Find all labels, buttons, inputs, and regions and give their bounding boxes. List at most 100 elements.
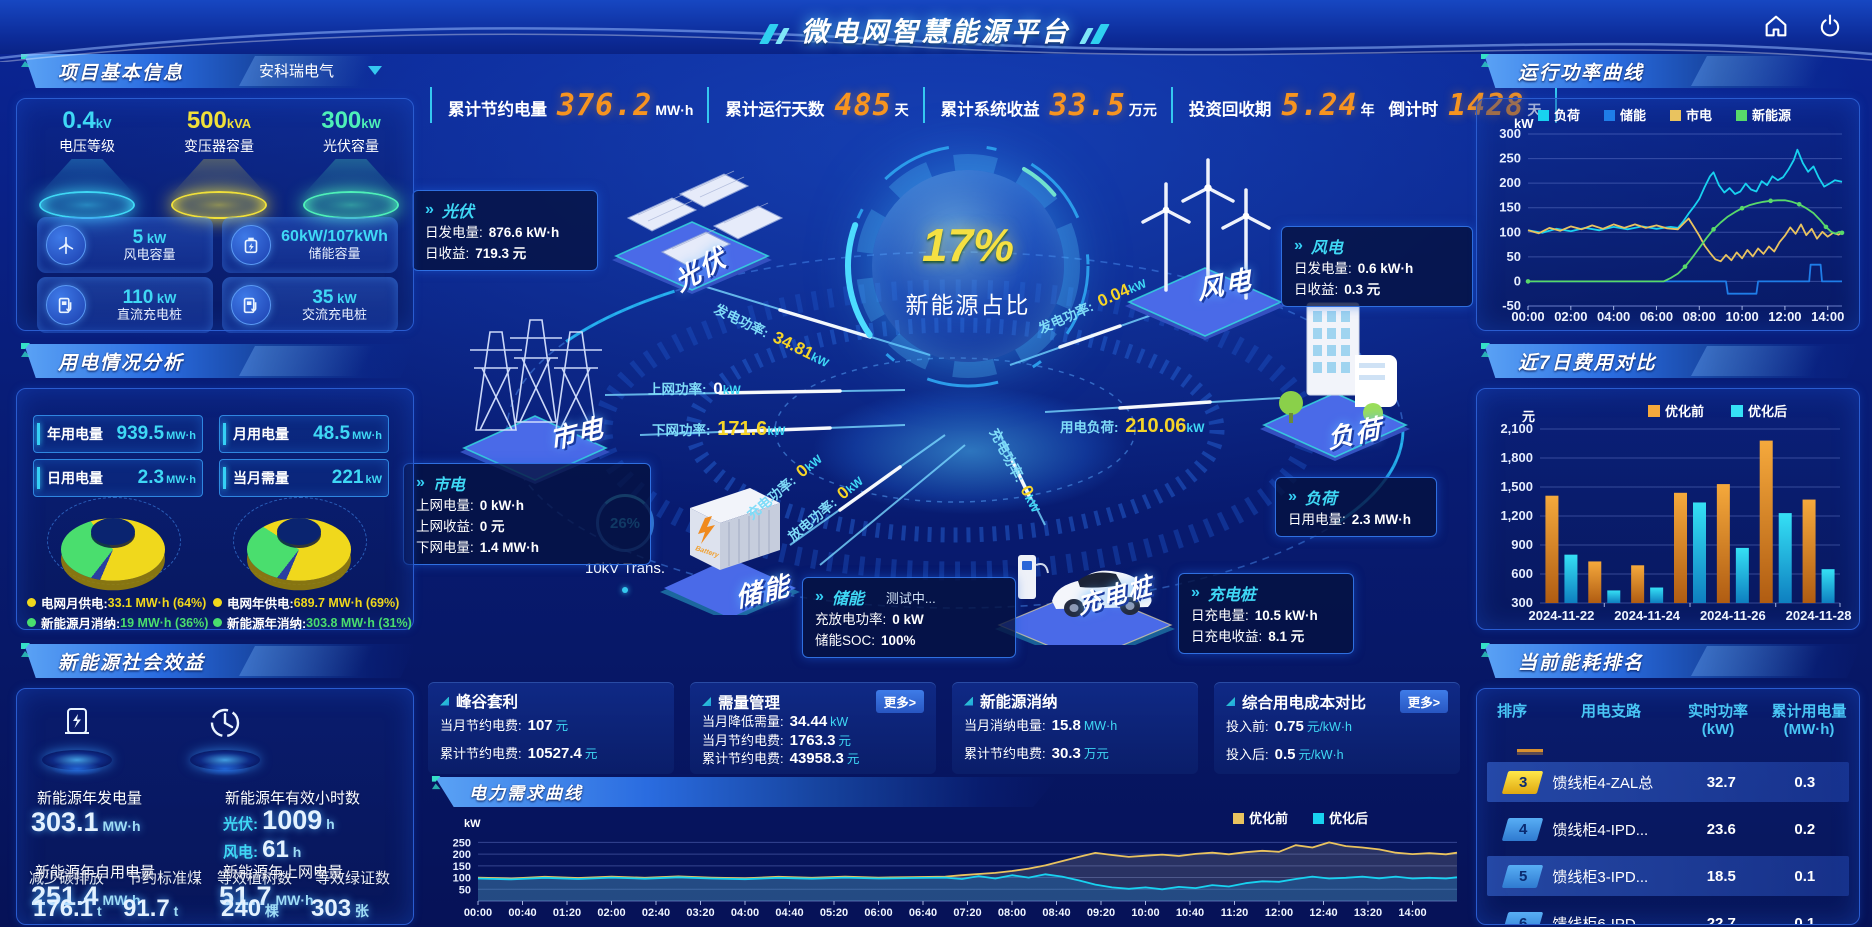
cone-value: 0.4kV (62, 107, 112, 134)
svg-text:200: 200 (453, 849, 471, 861)
row-unit: 元/kW·h (1306, 720, 1352, 734)
callout-row-label: 上网电量: (416, 498, 474, 513)
flow-label: 下网功率: 171.6kW (652, 418, 785, 441)
row-value: 107 (527, 717, 553, 734)
cone-unit: kVA (226, 116, 252, 131)
grid-node-illustration (460, 319, 610, 484)
table-row[interactable]: 3 馈线柜4-ZAL总 32.7 0.3 (1487, 762, 1849, 802)
benefit-sub-label: 风电: (223, 844, 263, 861)
chevron-right-icon: » (1294, 237, 1303, 254)
benefit-label: 新能源年上网电量 (223, 864, 344, 881)
benefit-box-row: 累计节约电费: 43958.3 元 (702, 750, 924, 769)
callout-title: 风电 (1310, 240, 1343, 257)
svg-text:900: 900 (1511, 537, 1533, 552)
box-corner-icon (440, 696, 449, 706)
svg-text:250: 250 (1499, 151, 1521, 166)
svg-text:00:00: 00:00 (464, 907, 492, 919)
home-icon[interactable] (1762, 12, 1790, 40)
stat-unit: MW·h (655, 101, 694, 118)
benefit-number: 91.7 (123, 895, 170, 922)
callout-row-value: 0.3 元 (1344, 282, 1381, 297)
more-button[interactable]: 更多> (1399, 690, 1448, 713)
benefit-box-row: 当月节约电费: 107 元 (440, 712, 662, 740)
rank-badge: 3 (1501, 770, 1544, 794)
benefit-label: 节约标准煤 (127, 870, 203, 887)
panel-title: 运行功率曲线 (1518, 63, 1645, 84)
card-value: 110 kW (122, 286, 177, 308)
row-value: 0.5 (1274, 746, 1296, 763)
callout-row-label: 充放电功率: (815, 612, 887, 627)
card-label: 风电容量 (123, 247, 176, 263)
legend-value: 303.8 MW·h (31%) (306, 615, 412, 630)
row-label: 投入后: (1226, 747, 1269, 762)
row-unit: MW·h (1083, 719, 1118, 733)
benefit-number: 240 (221, 895, 262, 922)
panel-power-analysis: 用电情况分析 年用电量 939.5 MW·h 月用电量 48.5 MW·h 日用电量 2.3 M… (14, 342, 416, 632)
callout-row-label: 日收益: (1294, 282, 1339, 297)
realtime-power: 18.5 (1706, 867, 1736, 885)
svg-text:10:40: 10:40 (1176, 907, 1204, 919)
column-header: 用电支路 (1580, 703, 1641, 720)
table-row[interactable]: 5 馈线柜3-IPD... 18.5 0.1 (1487, 856, 1849, 896)
row-value: 1763.3 (789, 731, 836, 749)
row-label: 累计节约电费: (964, 746, 1046, 761)
row-unit: 元/kW·h (1298, 748, 1344, 762)
battery-icon (231, 225, 271, 265)
callout-row: 储能SOC: 100% (815, 630, 1003, 651)
box-corner-icon (702, 697, 711, 706)
svg-text:优化前: 优化前 (1249, 811, 1288, 826)
chevron-right-icon: » (815, 588, 824, 605)
benefit-box-1: 峰谷套利 当月节约电费: 107 元累计节约电费: 10527.4 元 (428, 682, 674, 774)
more-button[interactable]: 更多> (875, 690, 924, 713)
legend-value: 689.7 MW·h (69%) (293, 595, 400, 610)
power-icon[interactable] (1816, 12, 1844, 40)
callout-row-value: 10.5 kW·h (1254, 608, 1318, 623)
box-corner-icon (964, 696, 973, 706)
column-header: 排序 (1496, 703, 1527, 720)
callout-row-value: 2.3 MW·h (1351, 512, 1412, 527)
table-row[interactable]: 4 馈线柜4-IPD... 23.6 0.2 (1487, 809, 1849, 849)
callout-title: 储能 (831, 591, 864, 608)
usage-stat-label: 年用电量 (47, 426, 103, 442)
stat-label: 累计运行天数 (725, 100, 825, 119)
flow-label: 上网功率: 0kW (648, 378, 741, 399)
svg-text:0: 0 (1514, 273, 1521, 288)
row-unit: 元 (846, 752, 860, 766)
usage-stat-unit: MW·h (166, 474, 196, 486)
project-select[interactable]: 安科瑞电气 (259, 60, 382, 81)
benefit-box-4: 综合用电成本对比 更多> 投入前: 0.75 元/kW·h 投入后: 0.5 元/kW·h (1214, 682, 1460, 774)
chevron-right-icon: » (425, 201, 434, 218)
benefit-value: 303 张 (311, 895, 369, 923)
row-label: 当月节约电费: (702, 732, 784, 748)
cone-base (303, 191, 399, 219)
benefit-number: 61 (262, 836, 289, 863)
svg-text:11:20: 11:20 (1221, 907, 1249, 919)
cone-beam (39, 159, 135, 195)
cumulative-energy: 0.2 (1794, 820, 1816, 838)
svg-text:12:00: 12:00 (1265, 907, 1293, 919)
svg-text:1,500: 1,500 (1500, 479, 1533, 494)
callout-row-value: 8.1 元 (1268, 629, 1305, 644)
callout-row: 日收益: 0.3 元 (1294, 279, 1460, 300)
branch-name: 馈线柜3-IPD... (1552, 868, 1649, 886)
svg-text:2024-11-28: 2024-11-28 (1786, 608, 1852, 623)
social-benefit-body: 新能源年发电量 303.1 MW·h 新能源年有效小时数 光伏: 1009 h 风电: … (16, 688, 414, 925)
project-select-value: 安科瑞电气 (258, 63, 334, 80)
panel-title: 新能源社会效益 (58, 653, 206, 674)
benefit-value: 303.1 MW·h (31, 807, 141, 838)
table-row[interactable]: 6 馈线柜6-IPD 22.7 0.1 (1487, 903, 1849, 924)
card-label: 储能容量 (308, 245, 361, 261)
column-header: 累计用电量 (MW·h) (1771, 703, 1847, 738)
column-header: 实时功率 (kW) (1687, 703, 1748, 738)
benefit-value: 光伏: 1009 h (223, 805, 335, 836)
center-sphere: 17% 新能源占比 (845, 143, 1091, 389)
legend-label: 电网年供电: (227, 597, 294, 611)
panel-run-power: 运行功率曲线 -50 0 50 100 150 200 250 300 kW 00:00 02:00… (1474, 52, 1862, 333)
svg-text:负荷: 负荷 (1554, 108, 1580, 123)
row-value: 15.8 (1051, 717, 1081, 734)
benefit-unit: h (288, 844, 302, 860)
callout-row-value: 100% (881, 633, 916, 648)
benefit-number: 1009 (262, 805, 323, 835)
benefit-box-row: 累计节约电费: 10527.4 元 (440, 740, 662, 768)
